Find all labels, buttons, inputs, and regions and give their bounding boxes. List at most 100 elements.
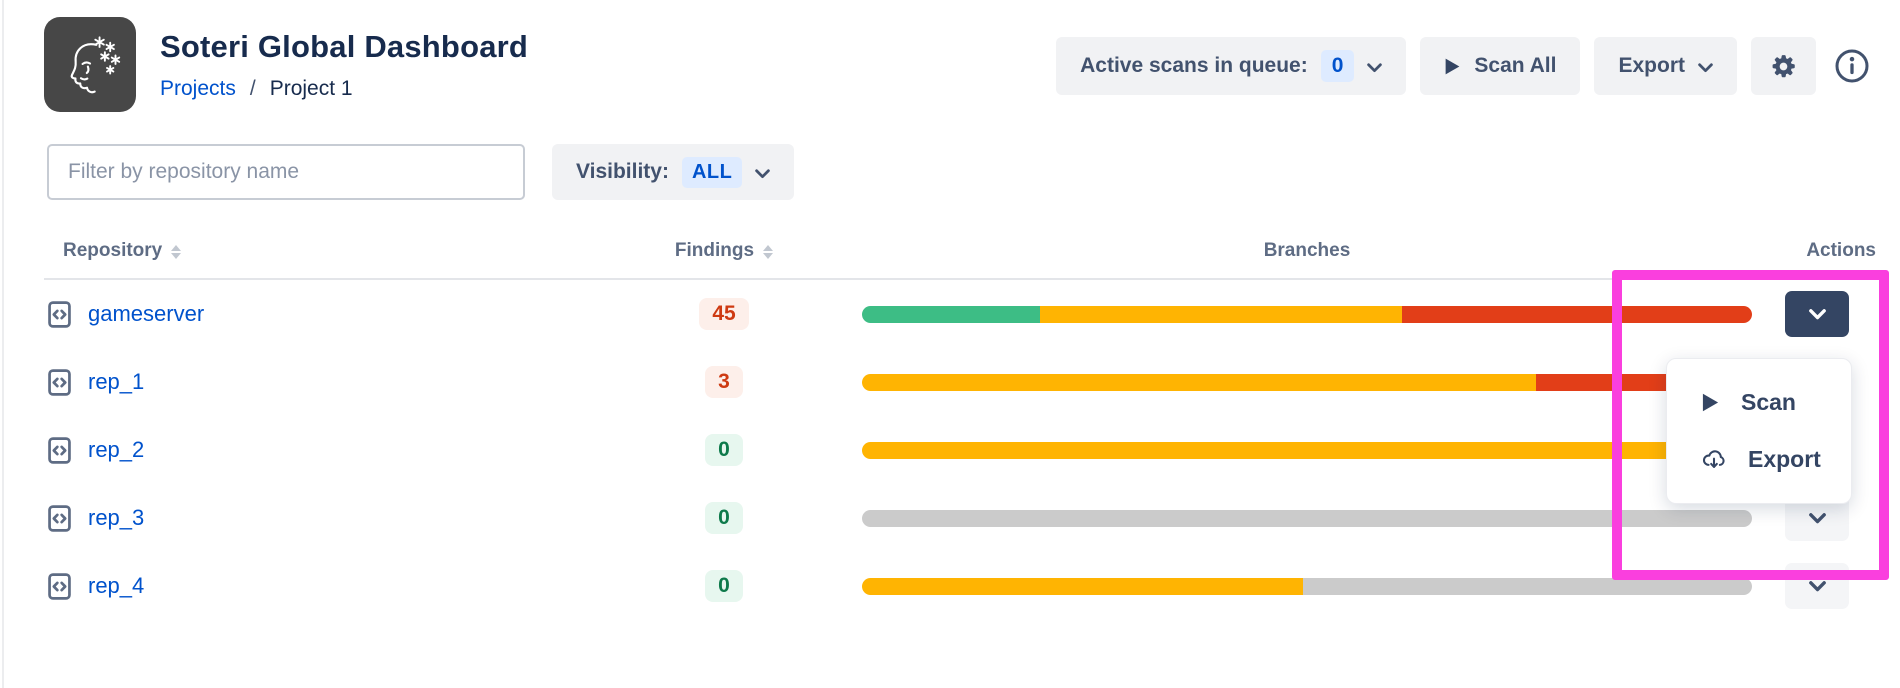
branches-cell xyxy=(862,373,1752,391)
row-actions-dropdown-button[interactable] xyxy=(1785,563,1849,609)
findings-cell: 3 xyxy=(664,366,784,398)
repository-link[interactable]: rep_4 xyxy=(88,573,145,598)
scan-all-button[interactable]: Scan All xyxy=(1420,37,1581,95)
table-header: Repository Findings Branches Actions xyxy=(44,224,1876,280)
findings-cell: 45 xyxy=(664,298,784,330)
bar-segment-yellow xyxy=(862,373,1536,391)
filter-row: Visibility: ALL xyxy=(47,144,1900,200)
bar-segment-red xyxy=(1402,305,1752,323)
table-row: rep_3 0 xyxy=(0,484,1900,552)
gear-icon xyxy=(1770,53,1797,80)
repositories-table: Repository Findings Branches Actions gam… xyxy=(0,224,1900,620)
repository-cell: rep_4 xyxy=(44,571,664,602)
repository-cell: rep_1 xyxy=(44,367,664,398)
findings-cell: 0 xyxy=(664,570,784,602)
play-icon xyxy=(1444,57,1461,76)
top-actions: Active scans in queue: 0 Scan All Export xyxy=(1056,37,1874,95)
menu-item-label: Scan xyxy=(1741,389,1796,415)
brand-text: Soteri Global Dashboard Projects / Proje… xyxy=(160,29,528,112)
info-icon xyxy=(1834,48,1870,84)
visibility-filter-button[interactable]: Visibility: ALL xyxy=(552,144,795,200)
breadcrumb-separator: / xyxy=(249,77,256,100)
menu-item-label: Export xyxy=(1748,446,1821,472)
soteri-face-icon xyxy=(70,35,121,93)
bar-segment-yellow xyxy=(1040,305,1403,323)
sort-icon[interactable] xyxy=(763,244,774,259)
branches-cell xyxy=(862,577,1752,595)
column-header-findings[interactable]: Findings xyxy=(664,240,784,262)
breadcrumb: Projects / Project 1 xyxy=(160,77,528,101)
page-left-border xyxy=(2,0,4,688)
column-label: Actions xyxy=(1806,240,1876,261)
settings-button[interactable] xyxy=(1751,37,1816,95)
column-header-branches: Branches xyxy=(862,240,1752,262)
table-row: rep_1 3 xyxy=(0,348,1900,416)
export-label: Export xyxy=(1618,54,1685,77)
active-scans-queue-button[interactable]: Active scans in queue: 0 xyxy=(1056,37,1407,95)
repository-cell: rep_3 xyxy=(44,503,664,534)
bar-segment-green xyxy=(862,305,1040,323)
branches-cell xyxy=(862,441,1752,459)
visibility-value-badge: ALL xyxy=(681,156,743,188)
repository-icon xyxy=(44,435,75,466)
branch-findings-bar xyxy=(862,577,1752,595)
table-body: gameserver 45 rep_1 3 rep_2 0 rep_3 0 rep_4 0 xyxy=(0,280,1900,620)
scan-all-label: Scan All xyxy=(1474,54,1557,77)
repository-link[interactable]: rep_1 xyxy=(88,369,145,394)
row-actions-dropdown-button[interactable] xyxy=(1785,291,1849,337)
column-header-actions: Actions xyxy=(1752,240,1876,262)
row-action-menu: Scan Export xyxy=(1666,358,1852,504)
branches-cell xyxy=(862,509,1752,527)
repository-link[interactable]: gameserver xyxy=(88,301,205,326)
findings-cell: 0 xyxy=(664,434,784,466)
findings-count-badge: 45 xyxy=(699,298,749,330)
repository-cell: rep_2 xyxy=(44,435,664,466)
findings-count-badge: 3 xyxy=(705,366,743,398)
sort-icon[interactable] xyxy=(171,244,182,259)
column-label: Branches xyxy=(1263,240,1351,261)
menu-item-scan[interactable]: Scan xyxy=(1701,389,1851,416)
findings-count-badge: 0 xyxy=(705,434,743,466)
soteri-logo xyxy=(44,17,136,112)
table-row: rep_4 0 xyxy=(0,552,1900,620)
menu-item-export[interactable]: Export xyxy=(1701,446,1851,473)
branch-findings-bar xyxy=(862,441,1752,459)
findings-count-badge: 0 xyxy=(705,570,743,602)
queue-count-badge: 0 xyxy=(1320,50,1355,82)
breadcrumb-current: Project 1 xyxy=(269,77,353,100)
cloud-download-icon xyxy=(1701,447,1727,473)
branch-findings-bar xyxy=(862,373,1752,391)
repository-cell: gameserver xyxy=(44,299,664,330)
queue-label: Active scans in queue: xyxy=(1080,54,1308,77)
export-button[interactable]: Export xyxy=(1594,37,1737,95)
repository-link[interactable]: rep_2 xyxy=(88,437,145,462)
chevron-down-icon xyxy=(755,168,771,179)
repository-link[interactable]: rep_3 xyxy=(88,505,145,530)
bar-segment-gray xyxy=(862,509,1752,527)
findings-count-badge: 0 xyxy=(705,502,743,534)
repository-icon xyxy=(44,503,75,534)
brand: Soteri Global Dashboard Projects / Proje… xyxy=(44,17,528,112)
bar-segment-gray xyxy=(1303,577,1752,595)
repository-icon xyxy=(44,299,75,330)
column-label: Repository xyxy=(63,240,163,261)
visibility-label: Visibility: xyxy=(576,160,669,183)
bar-segment-yellow xyxy=(862,441,1752,459)
page-title: Soteri Global Dashboard xyxy=(160,29,529,64)
findings-cell: 0 xyxy=(664,502,784,534)
table-row: rep_2 0 xyxy=(0,416,1900,484)
repository-icon xyxy=(44,571,75,602)
bar-segment-yellow xyxy=(862,577,1304,595)
repository-filter-input[interactable] xyxy=(47,144,525,200)
info-button[interactable] xyxy=(1830,48,1874,84)
column-header-repository[interactable]: Repository xyxy=(44,240,664,262)
branch-findings-bar xyxy=(862,305,1752,323)
table-row: gameserver 45 xyxy=(0,280,1900,348)
branch-findings-bar xyxy=(862,509,1752,527)
branches-cell xyxy=(862,305,1752,323)
actions-cell xyxy=(1752,291,1900,337)
breadcrumb-projects-link[interactable]: Projects xyxy=(160,77,236,100)
chevron-down-icon xyxy=(1367,62,1383,73)
repository-icon xyxy=(44,367,75,398)
top-bar: Soteri Global Dashboard Projects / Proje… xyxy=(0,0,1900,112)
